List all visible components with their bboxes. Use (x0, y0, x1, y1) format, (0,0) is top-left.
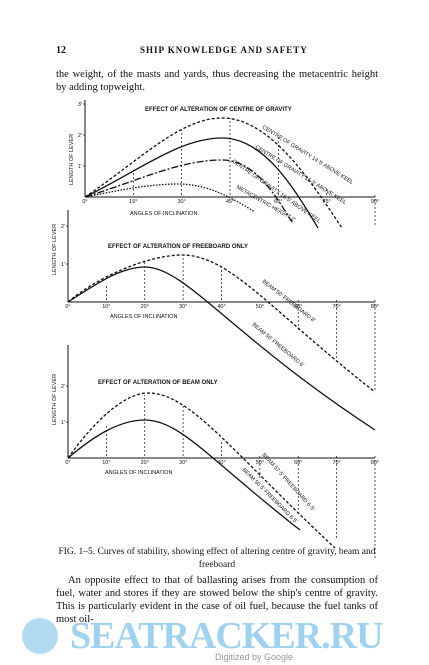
axis-label: ANGLES OF INCLINATION (130, 211, 197, 217)
paragraph: the weight, of the masts and yards, thus… (56, 69, 378, 93)
axis-label: LENGTH OF LEVER (52, 374, 58, 425)
x-tick-label: 80° (371, 460, 379, 466)
curve (84, 159, 293, 223)
x-tick-label: 15° (129, 199, 137, 205)
axis-label: ANGLES OF INCLINATION (110, 314, 177, 320)
curve (84, 183, 256, 213)
curve (84, 137, 319, 229)
curve-label: BEAM 50' FREEBOARD 8' (261, 279, 316, 324)
x-tick-label: 70° (332, 304, 340, 310)
figure-title: EFFECT OF ALTERATION OF FREEBOARD ONLY (108, 244, 248, 250)
x-tick-label: 30° (179, 460, 187, 466)
x-tick-label: 30° (179, 304, 187, 310)
y-tick-label: 1' (78, 164, 82, 170)
y-tick-label: 2' (61, 384, 65, 390)
digitized-note: Digitized by Google (215, 652, 293, 662)
x-tick-label: 90° (371, 199, 379, 205)
curve (67, 266, 376, 431)
x-tick-label: 0° (65, 304, 70, 310)
y-tick-label: 2' (61, 224, 65, 230)
caption: FIG. 1–5. Curves of stability, showing e… (56, 546, 378, 572)
y-tick-label: 1' (61, 420, 65, 426)
watermark: SEATRACKER.RU (70, 615, 383, 657)
caption-text: Curves of stability, showing effect of a… (97, 547, 376, 570)
x-tick-label: 45° (226, 199, 234, 205)
axis-label: LENGTH OF LEVER (52, 224, 58, 275)
caption-label: FIG. 1–5. (58, 547, 96, 557)
y-tick-label: 1' (61, 262, 65, 268)
curve-label: BEAM 50·5' FREEBOARD 6·5' (241, 467, 299, 525)
paragraph: An opposite effect to that of ballasting… (56, 575, 378, 625)
curve (67, 254, 376, 393)
x-tick-label: 40° (217, 304, 225, 310)
curve (67, 419, 301, 531)
x-tick-label: 50° (256, 460, 264, 466)
x-tick-label: 40° (217, 460, 225, 466)
x-tick-label: 50° (256, 304, 264, 310)
page-number: 12 (56, 45, 66, 56)
x-tick-label: 60° (294, 460, 302, 466)
axis-label: LENGTH OF LEVER (69, 134, 75, 185)
x-tick-label: 70° (332, 460, 340, 466)
y-tick-label: 2' (78, 133, 82, 139)
x-tick-label: 60° (294, 304, 302, 310)
x-tick-label: 10° (102, 304, 110, 310)
curve (84, 117, 343, 229)
watermark-icon (22, 618, 58, 654)
curve-label: METACENTRIC HEIGHT 2' (235, 185, 296, 224)
x-tick-label: 20° (141, 460, 149, 466)
x-tick-label: 60° (274, 199, 282, 205)
x-tick-label: 30° (178, 199, 186, 205)
running-title: SHIP KNOWLEDGE AND SAFETY (140, 45, 308, 55)
x-tick-label: 75° (323, 199, 331, 205)
x-tick-label: 80° (371, 304, 379, 310)
x-tick-label: 10° (102, 460, 110, 466)
curve (67, 392, 336, 549)
axis-label: ANGLES OF INCLINATION (105, 470, 172, 476)
x-tick-label: 20° (141, 304, 149, 310)
x-tick-label: 0° (65, 460, 70, 466)
figure-title: EFFECT OF ALTERATION OF CENTRE OF GRAVIT… (145, 107, 292, 113)
figure-title: EFFECT OF ALTERATION OF BEAM ONLY (98, 380, 218, 386)
x-tick-label: 0° (82, 199, 87, 205)
y-tick-label: 3' (78, 102, 82, 108)
